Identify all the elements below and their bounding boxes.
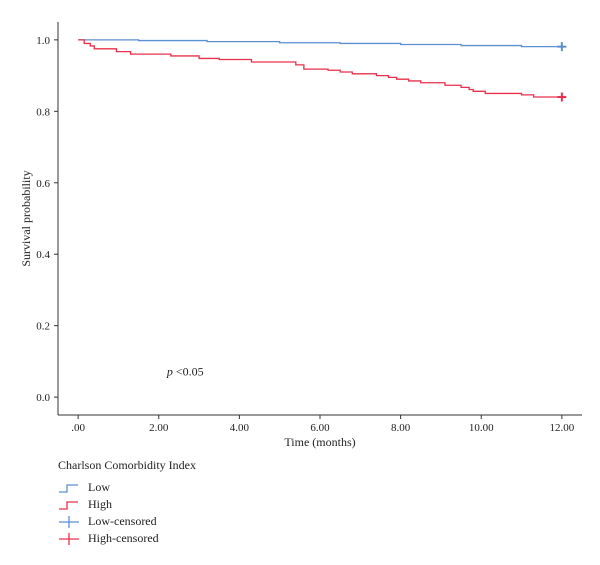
x-tick-label: 6.00 <box>310 422 330 434</box>
legend-item-label: High-censored <box>88 531 159 545</box>
series-high-line <box>78 39 562 98</box>
legend-item: Low-censored <box>58 513 196 530</box>
p-value-annotation: p <0.05 <box>166 365 204 379</box>
p-value-text: <0.05 <box>173 365 204 379</box>
x-tick-label: .00 <box>71 422 85 434</box>
x-axis-ticks: .00 2.00 4.00 6.00 8.00 10.00 12.00 <box>71 415 575 434</box>
x-tick-label: 4.00 <box>230 422 250 434</box>
y-tick-label: 0.8 <box>36 106 50 118</box>
legend-title: Charlson Comorbidity Index <box>58 458 196 472</box>
legend-item: High-censored <box>58 530 196 547</box>
series-layer <box>78 39 567 102</box>
series-low-line <box>78 39 562 48</box>
legend-step-symbol <box>59 500 78 510</box>
survival-chart: .00 2.00 4.00 6.00 8.00 10.00 12.00 0.00.20.40… <box>19 22 582 449</box>
p-value-symbol: p <box>166 365 173 379</box>
legend-step-symbol <box>59 483 78 493</box>
legend-cross-symbol <box>59 515 79 528</box>
y-tick-label: 0.4 <box>36 249 50 261</box>
legend-item-label: Low-censored <box>88 514 157 528</box>
y-tick-label: 1.0 <box>36 35 50 47</box>
legend-item-label: High <box>88 497 112 511</box>
legend-item: Low <box>58 479 196 496</box>
y-axis-title: Survival probability <box>19 170 33 266</box>
legend-items: Low High Low-censored High-censored <box>58 479 196 547</box>
x-axis-title: Time (months) <box>284 435 355 449</box>
x-tick-label: 12.00 <box>549 422 574 434</box>
x-tick-label: 10.00 <box>469 422 494 434</box>
y-axis-ticks: 0.0 0.2 0.4 0.6 0.8 1.0 <box>36 35 58 404</box>
x-tick-label: 2.00 <box>149 422 169 434</box>
legend-item-label: Low <box>88 480 110 494</box>
x-tick-label: 8.00 <box>391 422 411 434</box>
legend-item: High <box>58 496 196 513</box>
legend-cross-symbol <box>59 532 79 545</box>
axes <box>57 22 582 416</box>
legend: Charlson Comorbidity Index Low High Low-ce… <box>58 458 196 547</box>
y-tick-label: 0.2 <box>36 321 50 333</box>
y-tick-label: 0.6 <box>36 178 50 190</box>
y-tick-label: 0.0 <box>36 392 50 404</box>
